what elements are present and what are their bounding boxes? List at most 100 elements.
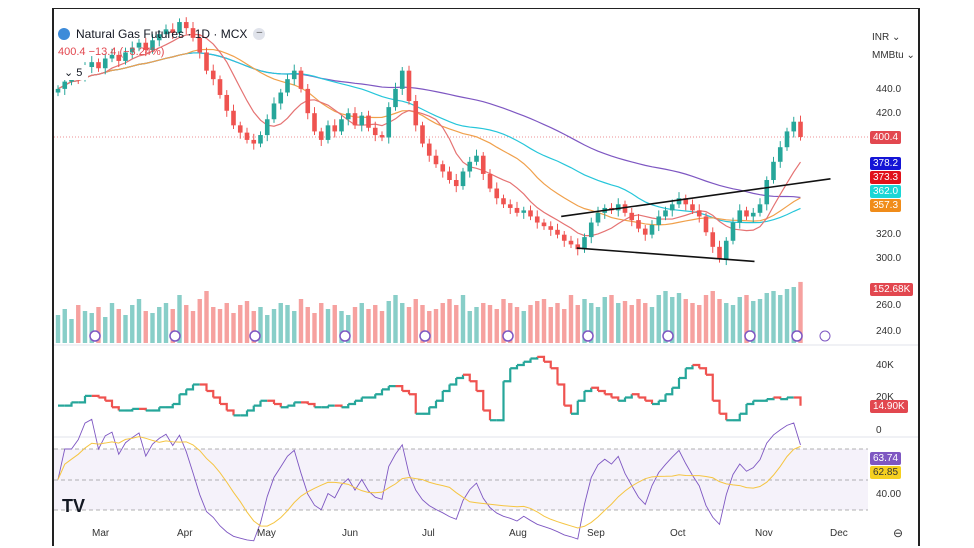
pane2-step (557, 383, 566, 406)
volume-bar (582, 299, 587, 343)
candle-body (278, 92, 284, 104)
candle-body (109, 54, 115, 59)
volume-bar (62, 309, 67, 343)
volume-bar (751, 301, 756, 343)
pane2-step (564, 404, 573, 414)
volume-bar (373, 305, 378, 343)
month-axis-label: Sep (587, 528, 605, 539)
candle-body (89, 62, 95, 68)
pane2-step (375, 389, 384, 396)
month-axis-label: Oct (670, 528, 686, 539)
candle-body (426, 143, 432, 156)
candle-body (359, 115, 365, 126)
pane2-step (456, 374, 465, 380)
trendline (561, 178, 831, 218)
settings-icon[interactable]: ⊖ (893, 526, 904, 540)
candle-body (622, 204, 628, 213)
ma-red-label: 373.3 (870, 171, 902, 184)
volume-bar (487, 305, 493, 343)
volume-bar (609, 295, 614, 343)
price-axis-tick: 320.0 (876, 229, 902, 240)
pane2-step (152, 407, 161, 412)
tradingview-logo[interactable]: TV (62, 496, 86, 516)
volume-bar (150, 313, 155, 343)
pane2-step (253, 400, 262, 407)
candle-body (676, 198, 682, 205)
volume-label: 152.68K (870, 283, 914, 296)
indicators-toggle[interactable]: ⌄ 5 (58, 65, 89, 80)
volume-bar (143, 311, 148, 343)
volume-bar (744, 295, 749, 343)
volume-bar (103, 317, 108, 343)
pane2-step (172, 394, 181, 406)
more-options-icon[interactable]: – (253, 28, 266, 40)
candle-body (467, 161, 473, 172)
pane2-step (577, 391, 586, 402)
pane2-step (429, 400, 438, 409)
candle-body (494, 188, 500, 199)
volume-bar (454, 305, 459, 343)
volume-bar (386, 301, 391, 343)
volume-bar (352, 307, 358, 343)
pane2-step (503, 368, 512, 383)
candle-body (379, 135, 385, 138)
month-axis-label: Apr (177, 528, 193, 539)
pane2-step (544, 360, 552, 369)
volume-bar (89, 313, 94, 343)
candle-body (136, 42, 142, 48)
volume-bar (710, 291, 715, 343)
unit-select[interactable]: MMBtu ⌄ (872, 50, 915, 61)
candle-body (210, 70, 216, 80)
candle-body (440, 164, 446, 172)
currency-select[interactable]: INR ⌄ (872, 32, 901, 43)
pane2-step (240, 410, 249, 417)
candle-body (190, 28, 196, 38)
event-marker-icon (791, 330, 803, 342)
volume-bar (170, 309, 175, 343)
volume-bar (595, 307, 601, 343)
pane2-step (537, 355, 546, 362)
candle-body (55, 88, 61, 93)
candle-body (656, 216, 662, 225)
candle-body (750, 212, 756, 217)
candle-body (237, 125, 243, 133)
candle-body (730, 222, 736, 241)
pane2-step (186, 384, 195, 391)
volume-bar (757, 299, 763, 343)
rsi-ma-line (57, 436, 801, 529)
price-label: 400.4 (870, 131, 902, 144)
candle-body (264, 119, 270, 136)
volume-bar (366, 309, 371, 343)
volume-bar (541, 299, 547, 343)
candle-body (231, 110, 236, 126)
candle-body (366, 115, 371, 128)
event-marker-icon (744, 330, 756, 342)
volume-bar (778, 295, 783, 343)
volume-bar (575, 305, 580, 343)
pane2-step (658, 394, 667, 402)
volume-bar (96, 307, 101, 343)
month-axis-label: Jun (342, 528, 359, 539)
pane2-step (483, 409, 492, 421)
volume-bar (474, 307, 479, 343)
volume-bar (278, 303, 283, 343)
price-axis-tick: 420.0 (876, 108, 902, 119)
pane2-step (105, 399, 114, 408)
pane2-step (125, 408, 134, 412)
volume-bar (690, 303, 695, 343)
volume-bar (130, 305, 135, 343)
pane2-step (220, 402, 228, 411)
symbol-header[interactable]: Natural Gas Futures · 1D · MCX – (58, 27, 266, 41)
candle-body (703, 216, 709, 233)
volume-bar (163, 303, 169, 343)
volume-bar (393, 295, 398, 343)
pane2-label: 14.90K (870, 400, 908, 413)
volume-bar (649, 307, 655, 343)
volume-bar (433, 309, 439, 343)
pane2-step (355, 397, 363, 402)
pane2-step (746, 400, 755, 406)
pane2-step (226, 409, 235, 416)
candle-body (777, 147, 783, 162)
volume-bar (717, 299, 722, 343)
